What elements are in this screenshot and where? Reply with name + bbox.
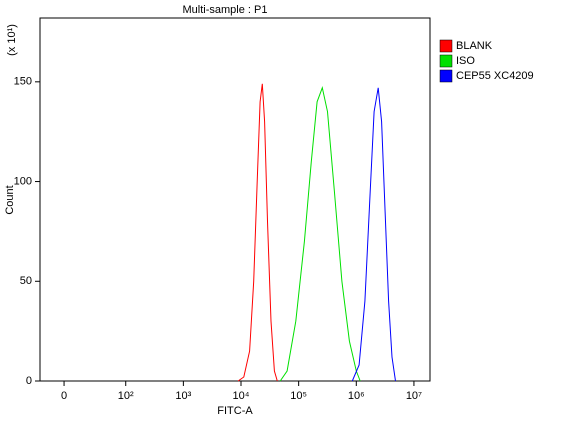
x-tick-label: 10⁶	[348, 390, 365, 402]
y-tick-label: 150	[14, 76, 32, 88]
series-line	[279, 86, 361, 382]
plot-frame	[39, 17, 431, 382]
legend-swatch	[439, 69, 453, 83]
x-tick-label: 10⁴	[233, 390, 250, 402]
x-axis-label: FITC-A	[217, 405, 253, 417]
x-tick-label: 10⁷	[406, 390, 422, 402]
x-tick-label: 10⁵	[290, 390, 307, 402]
series-line	[351, 87, 396, 382]
series-line	[237, 83, 278, 382]
y-axis-label: Count	[4, 185, 16, 214]
legend-label: ISO	[456, 55, 475, 67]
y-tick-label: 0	[26, 375, 32, 387]
legend-label: CEP55 XC4209	[456, 70, 534, 82]
y-tick-label: 50	[20, 275, 32, 287]
chart-title: Multi-sample : P1	[183, 4, 268, 16]
x-tick-label: 0	[61, 390, 67, 402]
legend-label: BLANK	[456, 40, 493, 52]
x-tick-label: 10³	[175, 390, 191, 402]
x-tick-label: 10²	[118, 390, 134, 402]
y-tick-label: 100	[14, 175, 32, 187]
y-multiplier: (x 10¹)	[6, 24, 18, 56]
legend-swatch	[439, 39, 453, 53]
legend-swatch	[439, 54, 453, 68]
